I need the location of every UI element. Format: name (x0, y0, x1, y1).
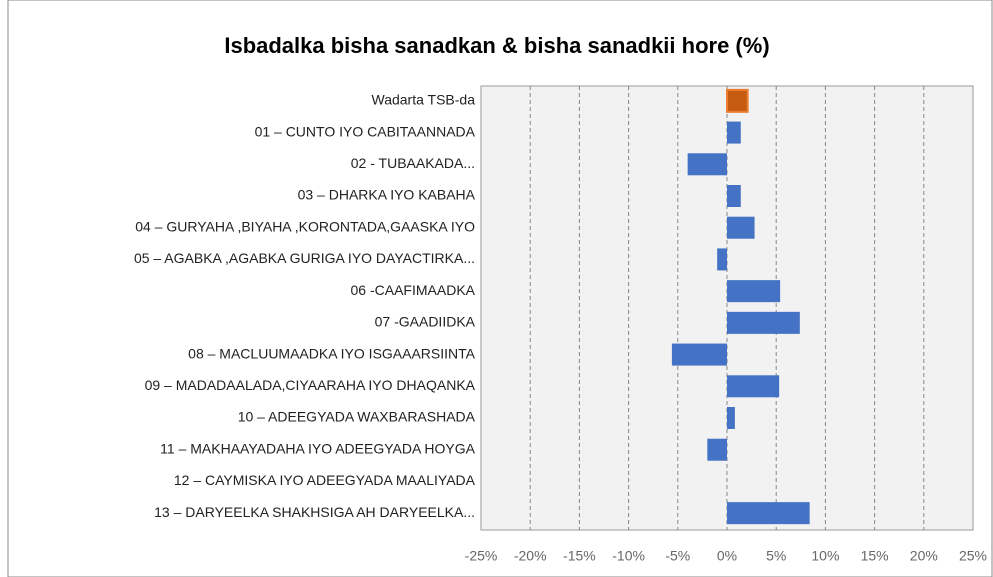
x-tick-label: 0% (717, 548, 737, 564)
bar (727, 185, 741, 207)
x-tick-label: -25% (465, 548, 498, 564)
bar (671, 343, 727, 366)
x-tick-label: 10% (811, 548, 839, 564)
bar (727, 502, 810, 525)
y-tick-label: 11 – MAKHAAYADAHA IYO ADEEGYADA HOYGA (160, 440, 476, 456)
x-tick-label: 25% (959, 548, 987, 564)
bar (727, 311, 800, 334)
x-tick-label: -15% (563, 548, 596, 564)
y-tick-label: 13 – DARYEELKA SHAKHSIGA AH DARYEELKA... (154, 504, 475, 520)
y-tick-label: 08 – MACLUUMAADKA IYO ISGAAARSIINTA (188, 345, 475, 361)
bar (707, 438, 727, 461)
y-tick-label: 09 – MADADAALADA,CIYAARAHA IYO DHAQANKA (145, 377, 476, 393)
y-tick-label: Wadarta TSB-da (372, 92, 476, 108)
x-tick-label: 20% (910, 548, 938, 564)
x-tick-label: -20% (514, 548, 547, 564)
y-tick-label: 07 -GAADIIDKA (375, 314, 476, 330)
bar (726, 88, 749, 113)
bar (727, 407, 735, 429)
y-tick-label: 02 - TUBAAKADA... (351, 155, 475, 171)
y-tick-label: 01 – CUNTO IYO CABITAANNADA (255, 123, 476, 139)
x-tick-label: -10% (612, 548, 645, 564)
bar (687, 153, 727, 176)
bar (727, 375, 780, 398)
bar (727, 216, 755, 239)
bar (717, 248, 727, 271)
y-tick-label: 12 – CAYMISKA IYO ADEEGYADA MAALIYADA (174, 472, 476, 488)
y-tick-label: 03 – DHARKA IYO KABAHA (298, 187, 476, 203)
bar (727, 121, 741, 144)
chart-title: Isbadalka bisha sanadkan & bisha sanadki… (224, 33, 769, 58)
x-tick-label: 15% (861, 548, 889, 564)
y-tick-label: 04 – GURYAHA ,BIYAHA ,KORONTADA,GAASKA I… (135, 218, 475, 234)
y-tick-label: 10 – ADEEGYADA WAXBARASHADA (238, 409, 476, 425)
x-tick-label: 5% (766, 548, 786, 564)
y-tick-label: 06 -CAAFIMAADKA (351, 282, 476, 298)
x-tick-label: -5% (665, 548, 690, 564)
y-tick-label: 05 – AGABKA ,AGABKA GURIGA IYO DAYACTIRK… (134, 250, 475, 266)
bar (727, 280, 781, 303)
